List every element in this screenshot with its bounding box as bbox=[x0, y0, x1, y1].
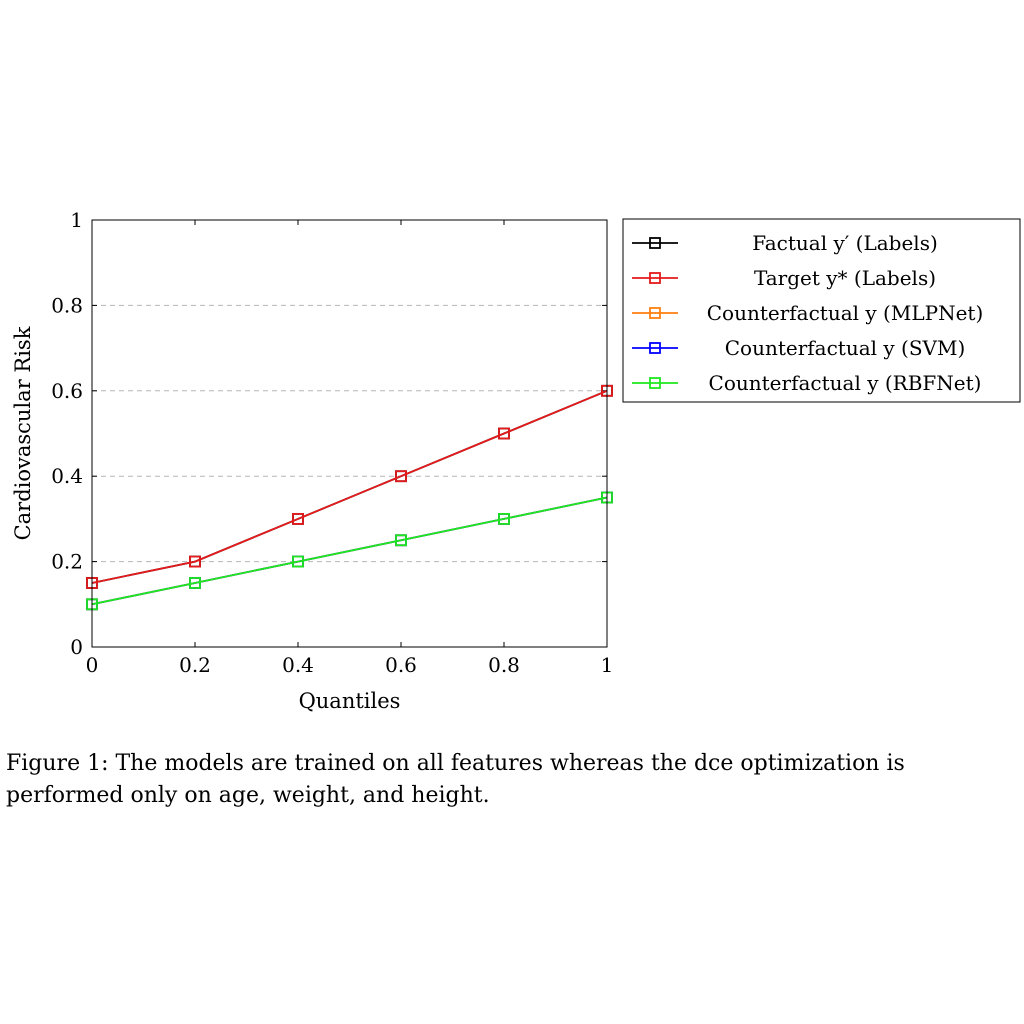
y-tick-label: 0 bbox=[70, 635, 83, 659]
legend-label: Factual y′ (Labels) bbox=[752, 231, 938, 255]
series-line bbox=[91, 496, 608, 606]
legend-label: Counterfactual y (RBFNet) bbox=[709, 371, 982, 395]
x-tick-label: 0.8 bbox=[488, 653, 520, 677]
legend-label: Counterfactual y (SVM) bbox=[725, 336, 966, 360]
y-tick-labels: 0 0.2 0.4 0.6 0.8 1 bbox=[51, 208, 83, 659]
data-point bbox=[498, 513, 510, 525]
data-point bbox=[395, 470, 407, 483]
legend: Factual y′ (Labels) Target y* (Labels) Cou… bbox=[622, 218, 1021, 403]
legend-label: Target y* (Labels) bbox=[754, 266, 936, 290]
legend-box bbox=[622, 218, 1021, 403]
series-line bbox=[91, 389, 608, 584]
y-tick-label: 0.8 bbox=[51, 293, 83, 317]
axis-ticks bbox=[91, 219, 608, 648]
plot-frame bbox=[91, 219, 608, 648]
data-point bbox=[498, 427, 510, 440]
y-tick-label: 0.2 bbox=[51, 550, 83, 574]
y-tick-label: 0.4 bbox=[51, 464, 83, 488]
y-tick-label: 1 bbox=[70, 208, 83, 232]
data-point bbox=[189, 555, 201, 568]
legend-marker bbox=[649, 342, 661, 354]
data-point bbox=[292, 555, 304, 568]
y-tick-label: 0.6 bbox=[51, 379, 83, 403]
x-tick-label: 0.4 bbox=[282, 653, 314, 677]
y-axis-label: Cardiovascular Risk bbox=[11, 326, 35, 540]
grid-lines bbox=[92, 304, 607, 563]
x-axis-label: Quantiles bbox=[299, 689, 401, 713]
data-point bbox=[189, 577, 201, 589]
data-point bbox=[395, 534, 407, 547]
series-line bbox=[91, 389, 608, 584]
legend-marker bbox=[649, 237, 661, 249]
series-lines bbox=[86, 384, 613, 611]
figure-caption: Figure 1: The models are trained on all … bbox=[6, 751, 905, 808]
x-tick-label: 0 bbox=[86, 653, 99, 677]
line-chart: 0 0.2 0.4 0.6 0.8 1 00.20.40.60.81 Quantiles … bbox=[11, 208, 1021, 713]
data-point bbox=[292, 513, 304, 525]
legend-marker bbox=[649, 377, 661, 389]
legend-marker bbox=[649, 272, 661, 284]
x-tick-label: 1 bbox=[601, 653, 614, 677]
legend-label: Counterfactual y (MLPNet) bbox=[707, 301, 984, 325]
x-tick-label: 0.2 bbox=[179, 653, 211, 677]
x-tick-label: 0.6 bbox=[385, 653, 417, 677]
legend-marker bbox=[649, 307, 661, 319]
x-tick-labels: 0 0.2 0.4 0.6 0.8 1 bbox=[86, 653, 614, 677]
